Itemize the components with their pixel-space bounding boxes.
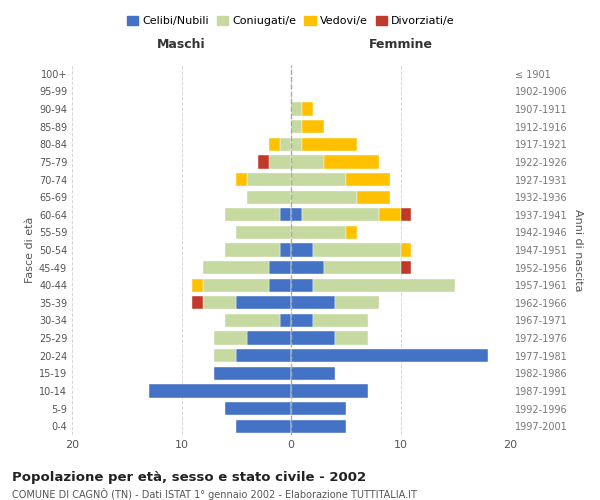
- Bar: [335, 332, 368, 344]
- Bar: [291, 244, 313, 256]
- Text: Maschi: Maschi: [157, 38, 206, 51]
- Bar: [291, 226, 346, 239]
- Bar: [291, 261, 324, 274]
- Bar: [335, 296, 379, 310]
- Legend: Celibi/Nubili, Coniugati/e, Vedovi/e, Divorziati/e: Celibi/Nubili, Coniugati/e, Vedovi/e, Di…: [123, 12, 459, 30]
- Bar: [313, 278, 455, 292]
- Bar: [291, 102, 302, 116]
- Bar: [269, 278, 291, 292]
- Bar: [203, 261, 269, 274]
- Bar: [280, 314, 291, 327]
- Bar: [356, 190, 389, 204]
- Bar: [291, 402, 346, 415]
- Y-axis label: Anni di nascita: Anni di nascita: [573, 209, 583, 291]
- Bar: [226, 402, 291, 415]
- Bar: [236, 296, 291, 310]
- Bar: [302, 120, 324, 134]
- Bar: [236, 173, 247, 186]
- Bar: [302, 102, 313, 116]
- Bar: [401, 208, 412, 222]
- Bar: [203, 296, 236, 310]
- Bar: [324, 156, 379, 168]
- Bar: [214, 332, 247, 344]
- Y-axis label: Fasce di età: Fasce di età: [25, 217, 35, 283]
- Bar: [324, 261, 401, 274]
- Bar: [247, 332, 291, 344]
- Bar: [291, 173, 346, 186]
- Bar: [214, 366, 291, 380]
- Text: COMUNE DI CAGNÒ (TN) - Dati ISTAT 1° gennaio 2002 - Elaborazione TUTTITALIA.IT: COMUNE DI CAGNÒ (TN) - Dati ISTAT 1° gen…: [12, 488, 417, 500]
- Bar: [302, 208, 379, 222]
- Bar: [346, 173, 389, 186]
- Bar: [226, 314, 280, 327]
- Bar: [258, 156, 269, 168]
- Bar: [193, 278, 203, 292]
- Text: Femmine: Femmine: [368, 38, 433, 51]
- Bar: [236, 420, 291, 433]
- Bar: [247, 173, 291, 186]
- Bar: [291, 384, 368, 398]
- Bar: [214, 349, 236, 362]
- Bar: [247, 190, 291, 204]
- Bar: [149, 384, 291, 398]
- Bar: [291, 366, 335, 380]
- Bar: [269, 138, 280, 151]
- Bar: [401, 261, 412, 274]
- Bar: [291, 296, 335, 310]
- Bar: [291, 120, 302, 134]
- Bar: [291, 190, 356, 204]
- Bar: [291, 138, 302, 151]
- Bar: [193, 296, 203, 310]
- Bar: [280, 244, 291, 256]
- Bar: [226, 244, 280, 256]
- Bar: [269, 261, 291, 274]
- Bar: [269, 156, 291, 168]
- Bar: [346, 226, 356, 239]
- Bar: [280, 208, 291, 222]
- Bar: [291, 349, 488, 362]
- Bar: [291, 420, 346, 433]
- Bar: [280, 138, 291, 151]
- Bar: [313, 244, 401, 256]
- Bar: [236, 226, 291, 239]
- Bar: [291, 332, 335, 344]
- Bar: [379, 208, 401, 222]
- Text: Popolazione per età, sesso e stato civile - 2002: Popolazione per età, sesso e stato civil…: [12, 471, 366, 484]
- Bar: [291, 278, 313, 292]
- Bar: [203, 278, 269, 292]
- Bar: [236, 349, 291, 362]
- Bar: [226, 208, 280, 222]
- Bar: [302, 138, 356, 151]
- Bar: [291, 208, 302, 222]
- Bar: [291, 156, 324, 168]
- Bar: [313, 314, 368, 327]
- Bar: [291, 314, 313, 327]
- Bar: [401, 244, 412, 256]
